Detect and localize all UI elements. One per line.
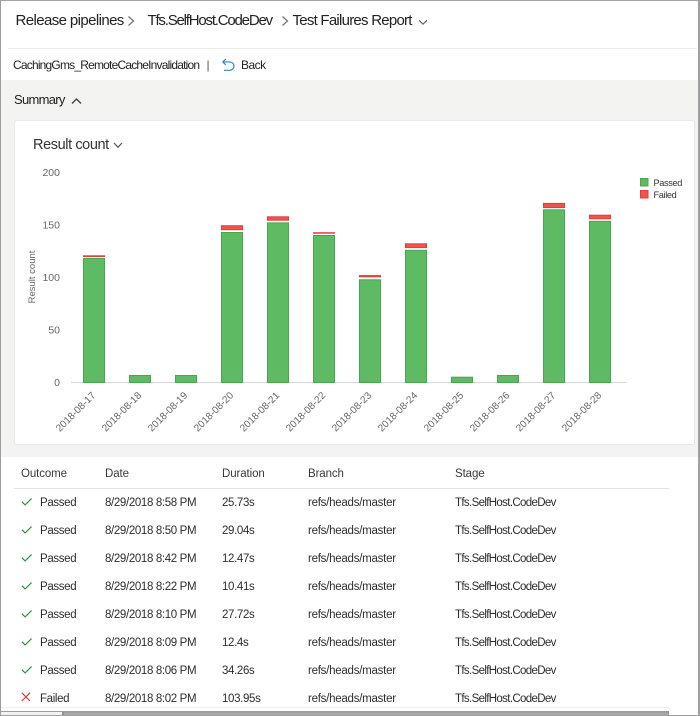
svg-text:2018-08-25: 2018-08-25 <box>422 390 466 434</box>
svg-text:2018-08-23: 2018-08-23 <box>330 390 374 434</box>
svg-text:Failed: Failed <box>654 190 677 200</box>
svg-text:50: 50 <box>48 324 60 336</box>
svg-text:0: 0 <box>54 377 60 389</box>
svg-text:150: 150 <box>42 219 60 231</box>
svg-text:2018-08-24: 2018-08-24 <box>376 390 420 434</box>
svg-text:2018-08-20: 2018-08-20 <box>192 390 236 434</box>
svg-text:2018-08-21: 2018-08-21 <box>238 390 282 434</box>
svg-text:2018-08-26: 2018-08-26 <box>468 390 512 434</box>
svg-text:2018-08-18: 2018-08-18 <box>100 390 144 434</box>
svg-text:2018-08-22: 2018-08-22 <box>284 390 328 434</box>
svg-text:100: 100 <box>42 272 60 284</box>
svg-text:Result count: Result count <box>27 250 38 303</box>
svg-text:2018-08-27: 2018-08-27 <box>514 390 558 434</box>
svg-text:200: 200 <box>42 167 60 179</box>
svg-text:2018-08-28: 2018-08-28 <box>560 390 604 434</box>
svg-text:2018-08-17: 2018-08-17 <box>54 390 98 434</box>
svg-text:Passed: Passed <box>654 178 683 188</box>
svg-text:2018-08-19: 2018-08-19 <box>146 390 190 434</box>
